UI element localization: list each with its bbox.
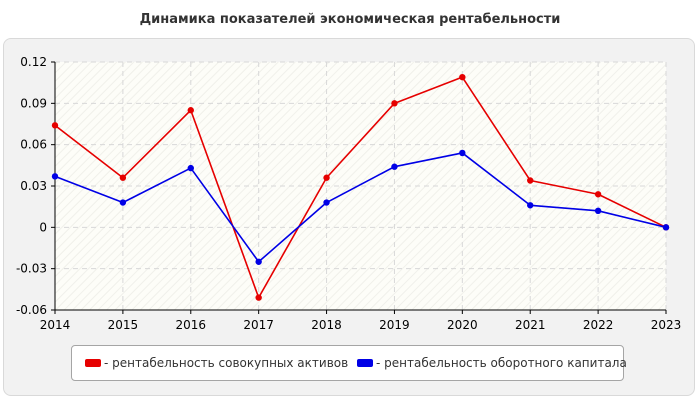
series-line-1 bbox=[54, 76, 667, 299]
legend-label-working-capital: - рентабельность оборотного капитала bbox=[376, 356, 627, 370]
series-2-point[interactable] bbox=[662, 224, 670, 231]
series-2-point[interactable] bbox=[391, 163, 398, 170]
x-tick-label: 2021 bbox=[515, 318, 546, 332]
series-1-point[interactable] bbox=[255, 294, 262, 301]
series-2-point[interactable] bbox=[119, 199, 127, 206]
series-2-point[interactable] bbox=[51, 173, 59, 180]
legend-swatch-working-capital bbox=[357, 359, 373, 367]
legend-label-assets: - рентабельность совокупных активов bbox=[104, 356, 349, 370]
series-2-point[interactable] bbox=[527, 202, 534, 209]
series-1-point[interactable] bbox=[391, 100, 398, 107]
y-tick-label: 0.03 bbox=[20, 179, 47, 193]
legend-swatch-assets bbox=[85, 359, 101, 367]
y-tick-label: 0.12 bbox=[20, 55, 47, 69]
series-1-point[interactable] bbox=[187, 107, 194, 114]
series-2-point[interactable] bbox=[594, 207, 602, 214]
x-tick-label: 2016 bbox=[176, 318, 207, 332]
series-1-point[interactable] bbox=[459, 73, 466, 81]
series-layer bbox=[51, 73, 670, 301]
series-1-point[interactable] bbox=[323, 174, 330, 181]
series-2-point[interactable] bbox=[459, 149, 466, 157]
series-2-point[interactable] bbox=[187, 164, 194, 172]
chart-title: Динамика показателей экономическая рента… bbox=[139, 12, 561, 27]
x-tick-label: 2018 bbox=[311, 318, 342, 332]
series-1-point[interactable] bbox=[527, 177, 534, 184]
series-1-point[interactable] bbox=[119, 174, 127, 181]
y-tick-label: 0 bbox=[39, 220, 47, 234]
series-line-2 bbox=[54, 152, 667, 263]
x-tick-label: 2022 bbox=[583, 318, 614, 332]
y-tick-label: 0.09 bbox=[20, 96, 47, 110]
series-1-point[interactable] bbox=[51, 122, 59, 129]
legend-item-working-capital: - рентабельность оборотного капитала bbox=[357, 356, 627, 370]
y-tick-label: -0.06 bbox=[16, 303, 47, 317]
series-2-point[interactable] bbox=[323, 199, 330, 206]
series-1-point[interactable] bbox=[594, 191, 602, 198]
x-tick-label: 2020 bbox=[447, 318, 478, 332]
legend: - рентабельность совокупных активов - ре… bbox=[71, 345, 627, 381]
x-tick-label: 2017 bbox=[243, 318, 274, 332]
y-tick-label: 0.06 bbox=[20, 138, 47, 152]
x-tick-label: 2023 bbox=[651, 318, 682, 332]
x-tick-label: 2014 bbox=[40, 318, 71, 332]
legend-item-assets: - рентабельность совокупных активов bbox=[85, 356, 348, 370]
y-tick-label: -0.03 bbox=[16, 262, 47, 276]
x-tick-label: 2015 bbox=[108, 318, 139, 332]
series-2-point[interactable] bbox=[255, 258, 262, 265]
x-tick-label: 2019 bbox=[379, 318, 410, 332]
